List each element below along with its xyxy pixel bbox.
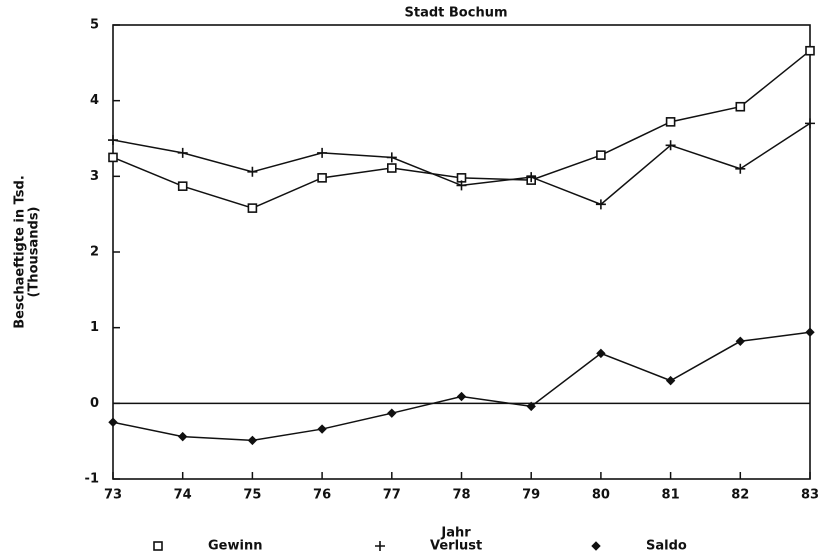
x-tick-label: 77 — [383, 488, 401, 503]
marker-diamond — [591, 541, 601, 551]
series-line — [112, 331, 811, 442]
x-tick-label: 81 — [662, 488, 680, 503]
y-tick-label: 1 — [90, 320, 99, 335]
x-tick-label: 82 — [731, 488, 749, 503]
y-tick-label: 5 — [90, 18, 99, 33]
marker-diamond — [177, 431, 188, 442]
marker-diamond — [526, 401, 536, 412]
x-tick-label: 73 — [104, 488, 122, 503]
marker-plus — [595, 199, 606, 210]
marker-diamond — [665, 375, 676, 386]
marker-square — [177, 181, 188, 191]
marker-plus — [805, 118, 815, 129]
x-tick-label: 83 — [801, 488, 819, 503]
y-axis-label: Beschaeftigte in Tsd. (Thousands) — [13, 175, 42, 329]
marker-diamond — [108, 417, 118, 427]
y-tick-label: 0 — [90, 396, 99, 411]
marker-plus — [317, 147, 328, 158]
x-tick-label: 78 — [452, 488, 470, 503]
marker-diamond — [735, 336, 746, 346]
y-axis-label-line: Beschaeftigte in Tsd. — [13, 175, 28, 329]
marker-square — [153, 541, 163, 551]
marker-square — [247, 203, 258, 213]
marker-plus — [665, 140, 676, 151]
marker-plus — [386, 152, 397, 163]
marker-plus — [526, 172, 537, 183]
marker-square — [596, 150, 606, 160]
marker-square — [317, 173, 327, 183]
marker-plus — [247, 166, 258, 177]
x-tick-label: 76 — [313, 488, 331, 503]
y-tick-label: -1 — [85, 472, 99, 487]
x-tick-label: 80 — [592, 488, 610, 503]
legend-label: Saldo — [646, 539, 687, 554]
marker-diamond — [805, 327, 815, 337]
chart-title: Stadt Bochum — [405, 6, 508, 21]
y-tick-label: 2 — [90, 245, 99, 260]
marker-square — [805, 45, 815, 56]
marker-diamond — [317, 424, 327, 434]
x-tick-label: 74 — [174, 488, 192, 503]
x-axis-label: Jahr — [440, 526, 471, 541]
marker-square — [386, 163, 397, 173]
x-tick-label: 75 — [243, 488, 261, 503]
marker-plus — [375, 541, 385, 551]
marker-square — [735, 101, 746, 112]
marker-plus — [177, 147, 188, 158]
marker-diamond — [456, 391, 467, 402]
series-line — [112, 122, 811, 206]
y-tick-label: 3 — [90, 169, 99, 184]
marker-square — [108, 152, 118, 163]
y-tick-label: 4 — [90, 93, 99, 108]
y-axis-label-line: (Thousands) — [27, 207, 42, 298]
marker-diamond — [596, 348, 606, 359]
legend-label: Gewinn — [208, 539, 262, 554]
plot-frame — [112, 24, 811, 480]
legend-label: Verlust — [430, 539, 482, 554]
marker-plus — [108, 135, 118, 146]
marker-plus — [456, 180, 467, 191]
x-tick-label: 79 — [522, 488, 540, 503]
marker-square — [665, 117, 676, 127]
marker-diamond — [387, 408, 397, 418]
marker-plus — [735, 163, 746, 174]
marker-diamond — [247, 435, 258, 446]
